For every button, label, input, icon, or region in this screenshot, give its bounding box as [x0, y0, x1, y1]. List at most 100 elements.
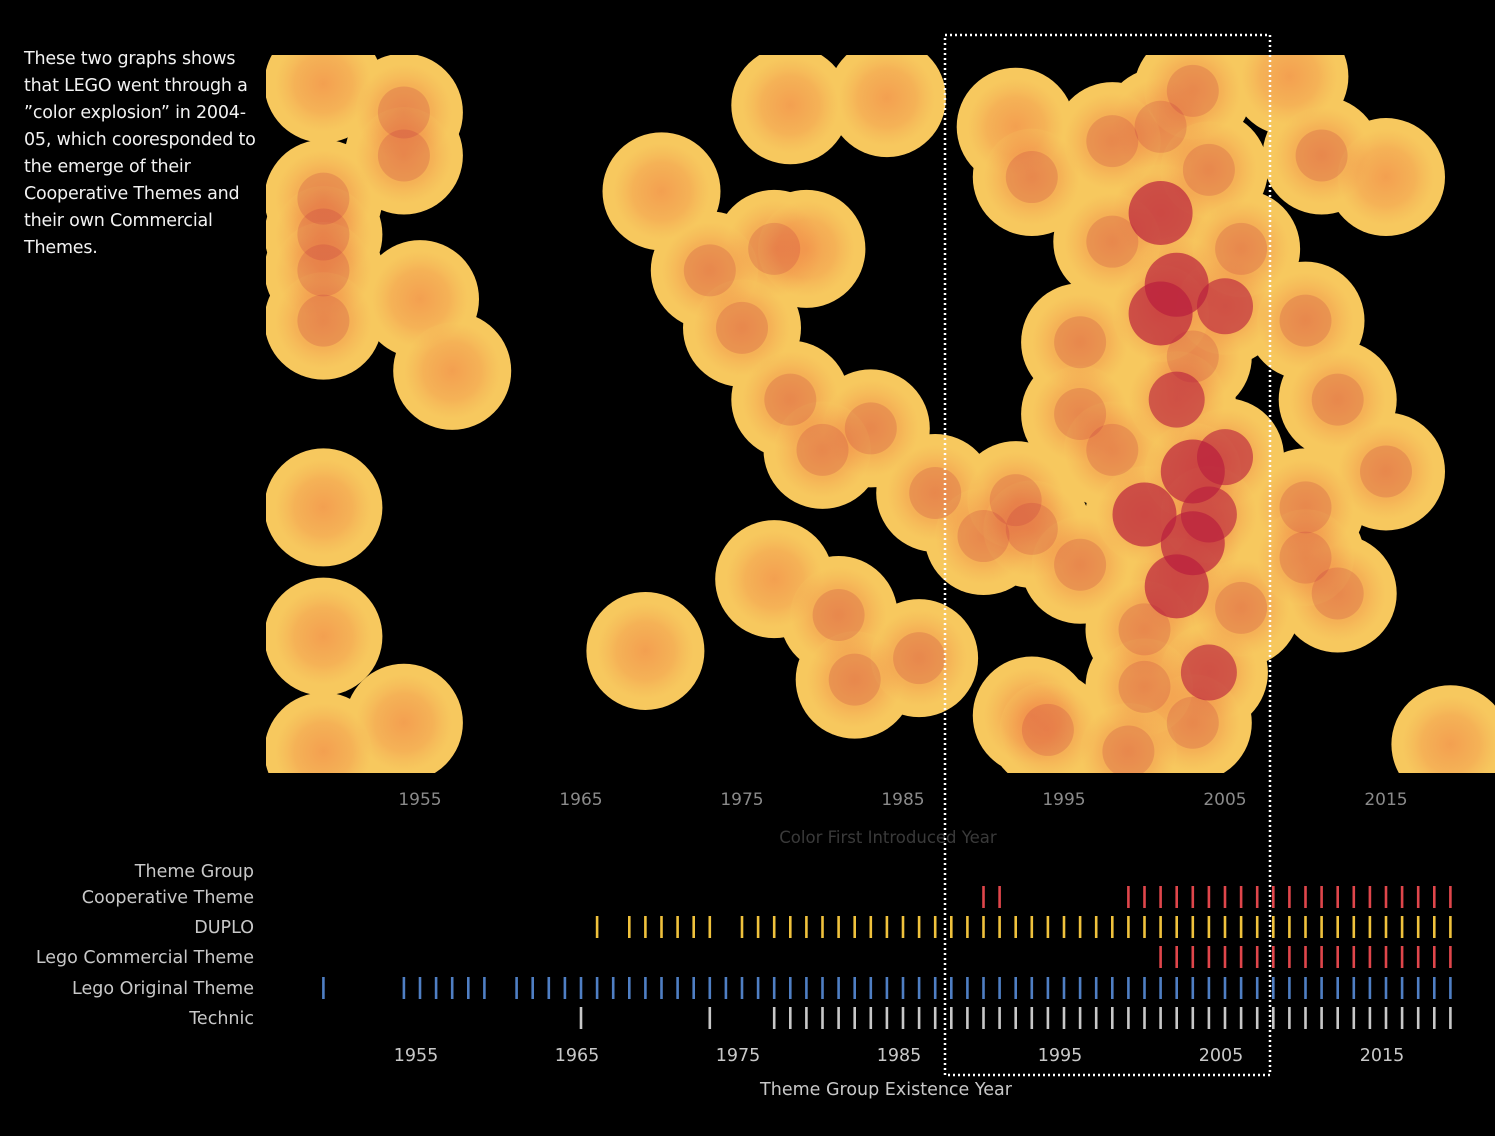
heat-glow-28	[870, 609, 968, 707]
heat-glow-69	[1337, 423, 1435, 520]
heat-glow-66	[1337, 128, 1435, 226]
heat-core-52	[1102, 725, 1155, 773]
heatmap-blobs	[266, 55, 1495, 773]
heat-glow-62	[1192, 200, 1290, 298]
heat-glow-73	[1402, 695, 1495, 773]
heat-core-4	[297, 208, 350, 261]
heat-core-68	[1311, 373, 1364, 426]
heat-core-22	[844, 402, 897, 455]
heat-core-50	[1166, 696, 1219, 749]
heat-core-71	[1311, 567, 1364, 620]
heat-core-55	[1166, 64, 1219, 117]
heat-core-65	[1295, 129, 1348, 182]
heat-core-60	[1086, 215, 1139, 268]
heat-core-31	[1005, 151, 1058, 204]
heat-core-32	[989, 474, 1042, 527]
strip-tick-label: 1975	[716, 1046, 761, 1066]
heatmap-mid-layer	[275, 55, 1495, 773]
heat-glow-67	[1257, 272, 1354, 370]
heat-core-33	[1005, 502, 1058, 555]
heat-glow-12	[275, 703, 372, 773]
strip-row-0	[982, 886, 1452, 908]
heatmap-tick-label: 2005	[1203, 790, 1246, 810]
heat-core-63	[1180, 486, 1237, 543]
heatmap-tick-label: 2015	[1364, 790, 1407, 810]
heat-glow-19	[758, 200, 855, 298]
heat-core-18	[683, 244, 736, 297]
heatmap-tick-label: 1955	[398, 790, 441, 810]
heat-core-67	[1279, 294, 1332, 347]
strip-row-label: Technic	[188, 1009, 254, 1029]
heat-glow-8	[403, 322, 501, 420]
heat-core-6	[297, 294, 350, 347]
heat-core-41	[1128, 180, 1193, 245]
heat-glow-34	[1031, 293, 1129, 391]
heat-core-69	[1360, 445, 1412, 498]
heat-glow-0	[275, 55, 372, 133]
heat-glow-52	[1080, 703, 1177, 773]
heat-core-70	[1279, 481, 1332, 534]
heat-glow-11	[355, 674, 453, 772]
highlight-box	[943, 33, 1272, 1077]
strip-row-3	[322, 977, 1452, 999]
heatmap-x-axis-title: Color First Introduced Year	[779, 828, 997, 847]
heat-core-59	[1128, 281, 1193, 346]
heatmap-tick-label: 1975	[720, 790, 763, 810]
heat-glow-13	[613, 143, 710, 240]
heat-glow-55	[1144, 55, 1242, 140]
heat-glow-61	[1063, 92, 1161, 190]
strip-tick-label: 2005	[1199, 1046, 1244, 1066]
heat-glow-15	[741, 56, 839, 154]
heat-core-23	[796, 423, 849, 476]
theme-strip-chart: Theme Group Cooperative Theme DUPLO Lego Co…	[36, 862, 1452, 1100]
strip-x-axis: 1955 1965 1975 1985 1995 2005 2015 Theme Group …	[394, 1046, 1405, 1100]
heat-glow-6	[275, 272, 372, 370]
heat-core-20	[716, 301, 768, 354]
heatmap-tick-label: 1985	[881, 790, 924, 810]
heat-core-37	[1054, 538, 1107, 591]
strip-row-4	[579, 1007, 1452, 1029]
strip-row-2	[1159, 946, 1452, 968]
strip-row-label: Lego Original Theme	[72, 979, 254, 999]
heat-core-49	[1180, 644, 1237, 701]
theme-year-ticks	[322, 886, 1452, 1029]
heatmap-core-layer	[297, 64, 1412, 773]
heat-core-72	[1279, 531, 1332, 584]
heat-glow-64	[1241, 55, 1338, 125]
heat-core-44	[1148, 371, 1205, 428]
heat-core-62	[1215, 222, 1268, 275]
strip-tick-label: 1995	[1038, 1046, 1083, 1066]
heat-glow-2	[355, 107, 453, 204]
theme-group-labels: Theme Group Cooperative Theme DUPLO Lego Co…	[36, 862, 254, 1029]
heat-glow-14	[597, 602, 694, 700]
heat-core-56	[1182, 143, 1235, 196]
heat-core-17	[748, 222, 801, 275]
heat-core-47	[1112, 482, 1177, 547]
heat-core-2	[377, 129, 430, 182]
heat-core-25	[812, 589, 865, 642]
heat-core-21	[764, 373, 817, 426]
heat-glow-68	[1289, 351, 1387, 449]
heat-core-34	[1054, 316, 1107, 369]
heat-glow-31	[983, 128, 1081, 226]
heat-glow-16	[838, 55, 936, 147]
heat-glow-10	[275, 588, 372, 685]
heat-glow-72	[1257, 509, 1354, 606]
heat-core-51	[1118, 660, 1171, 713]
strip-tick-label: 2015	[1360, 1046, 1405, 1066]
heat-glow-36	[999, 681, 1097, 773]
heat-core-38	[1054, 388, 1107, 440]
strip-row-1	[595, 916, 1452, 938]
heat-core-53	[1197, 278, 1253, 335]
color-heatmap: 1955 1965 1975 1985 1995 2005 2015 Color First …	[266, 55, 1495, 847]
heat-core-26	[828, 653, 881, 706]
heat-core-3	[297, 172, 350, 225]
heat-core-1	[377, 86, 430, 139]
strip-x-axis-title: Theme Group Existence Year	[759, 1080, 1013, 1100]
heat-core-48	[1118, 603, 1171, 656]
strip-row-label: Lego Commercial Theme	[36, 948, 254, 968]
heat-core-36	[1021, 703, 1074, 756]
heat-core-29	[957, 510, 1010, 563]
heat-core-61	[1086, 115, 1139, 168]
